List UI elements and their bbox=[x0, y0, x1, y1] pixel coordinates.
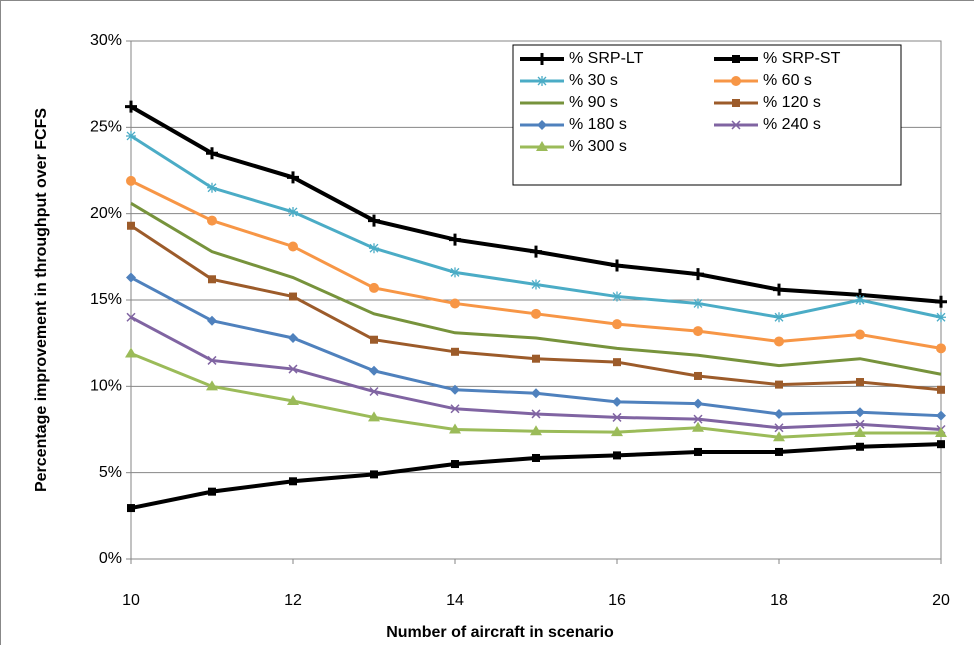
marker bbox=[855, 295, 865, 305]
legend-label: % 240 s bbox=[763, 116, 821, 133]
legend-marker bbox=[732, 99, 740, 107]
y-tick-label: 0% bbox=[99, 550, 122, 567]
legend-label: % SRP-LT bbox=[569, 50, 644, 67]
marker bbox=[774, 336, 784, 346]
marker bbox=[937, 440, 945, 448]
legend-marker bbox=[732, 55, 740, 63]
legend-label: % 120 s bbox=[763, 94, 821, 111]
y-tick-label: 15% bbox=[90, 291, 122, 308]
legend-label: % 30 s bbox=[569, 72, 618, 89]
marker bbox=[613, 358, 621, 366]
marker bbox=[775, 448, 783, 456]
legend-marker bbox=[731, 76, 741, 86]
y-tick-label: 25% bbox=[90, 119, 122, 136]
marker bbox=[208, 275, 216, 283]
marker bbox=[289, 477, 297, 485]
marker bbox=[207, 183, 217, 193]
marker bbox=[127, 504, 135, 512]
marker bbox=[856, 443, 864, 451]
marker bbox=[613, 451, 621, 459]
legend-marker bbox=[537, 76, 547, 86]
marker bbox=[451, 348, 459, 356]
marker bbox=[855, 330, 865, 340]
marker bbox=[370, 470, 378, 478]
x-tick-label: 12 bbox=[284, 592, 302, 609]
marker bbox=[126, 131, 136, 141]
marker bbox=[694, 448, 702, 456]
marker bbox=[612, 319, 622, 329]
marker bbox=[612, 292, 622, 302]
marker bbox=[937, 386, 945, 394]
legend-label: % 90 s bbox=[569, 94, 618, 111]
marker bbox=[532, 355, 540, 363]
marker bbox=[127, 222, 135, 230]
legend-label: % 60 s bbox=[763, 72, 812, 89]
legend-label: % SRP-ST bbox=[763, 50, 841, 67]
marker bbox=[450, 298, 460, 308]
marker bbox=[288, 207, 298, 217]
marker bbox=[369, 243, 379, 253]
marker bbox=[531, 279, 541, 289]
x-tick-label: 18 bbox=[770, 592, 788, 609]
marker bbox=[289, 293, 297, 301]
marker bbox=[369, 283, 379, 293]
marker bbox=[450, 267, 460, 277]
x-tick-label: 14 bbox=[446, 592, 464, 609]
marker bbox=[370, 336, 378, 344]
x-axis-label: Number of aircraft in scenario bbox=[386, 624, 614, 641]
y-axis-label: Percentage improvement in throughput ove… bbox=[33, 108, 50, 492]
marker bbox=[693, 326, 703, 336]
marker bbox=[208, 488, 216, 496]
legend-label: % 300 s bbox=[569, 138, 627, 155]
marker bbox=[126, 176, 136, 186]
y-tick-label: 30% bbox=[90, 32, 122, 49]
marker bbox=[936, 312, 946, 322]
x-tick-label: 10 bbox=[122, 592, 140, 609]
legend-label: % 180 s bbox=[569, 116, 627, 133]
marker bbox=[856, 378, 864, 386]
marker bbox=[693, 298, 703, 308]
x-tick-label: 16 bbox=[608, 592, 626, 609]
marker bbox=[207, 216, 217, 226]
marker bbox=[694, 372, 702, 380]
marker bbox=[532, 454, 540, 462]
marker bbox=[288, 241, 298, 251]
marker bbox=[774, 312, 784, 322]
y-tick-label: 20% bbox=[90, 205, 122, 222]
marker bbox=[775, 381, 783, 389]
marker bbox=[451, 460, 459, 468]
marker bbox=[936, 343, 946, 353]
x-tick-label: 20 bbox=[932, 592, 950, 609]
y-tick-label: 5% bbox=[99, 464, 122, 481]
marker bbox=[531, 309, 541, 319]
y-tick-label: 10% bbox=[90, 378, 122, 395]
